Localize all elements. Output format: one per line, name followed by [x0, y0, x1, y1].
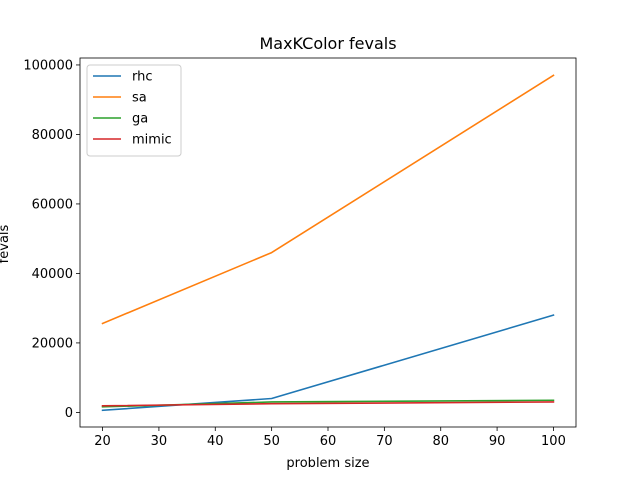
y-tick-label: 60000: [32, 197, 73, 212]
y-tick-label: 0: [65, 406, 73, 421]
series-line-rhc: [101, 314, 555, 412]
chart-title: MaxKColor fevals: [259, 34, 396, 53]
legend-item-sa: sa: [93, 91, 147, 106]
legend-frame: [86, 64, 182, 157]
legend-item-ga: ga: [93, 112, 148, 127]
y-axis-label: fevals: [0, 224, 12, 263]
series-layer: [101, 74, 555, 412]
x-tick-label: 80: [432, 434, 449, 449]
x-axis-label: problem size: [286, 456, 369, 471]
x-tick-label: 50: [263, 434, 280, 449]
legend-item-rhc: rhc: [93, 70, 153, 85]
y-tick-label: 20000: [32, 336, 73, 351]
series-line-sa: [101, 74, 555, 325]
legend: rhc sa ga mimic: [86, 64, 182, 157]
x-tick-label: 90: [489, 434, 506, 449]
legend-item-mimic: mimic: [93, 133, 172, 148]
y-tick-label: 80000: [32, 128, 73, 143]
legend-label: sa: [132, 91, 147, 106]
x-axis: 20 30 40 50 60 70 80 90 100: [94, 427, 566, 449]
y-axis: 0 20000 40000 60000 80000 100000: [23, 58, 80, 421]
y-tick-label: 100000: [23, 58, 73, 73]
x-tick-label: 100: [541, 434, 566, 449]
y-tick-label: 40000: [32, 267, 73, 282]
x-tick-label: 70: [376, 434, 393, 449]
series-line-mimic: [101, 401, 555, 407]
x-tick-label: 30: [151, 434, 168, 449]
x-tick-label: 60: [320, 434, 337, 449]
legend-label: ga: [132, 112, 148, 127]
legend-label: mimic: [132, 133, 172, 148]
legend-label: rhc: [132, 70, 153, 85]
x-tick-label: 20: [94, 434, 111, 449]
x-tick-label: 40: [207, 434, 224, 449]
